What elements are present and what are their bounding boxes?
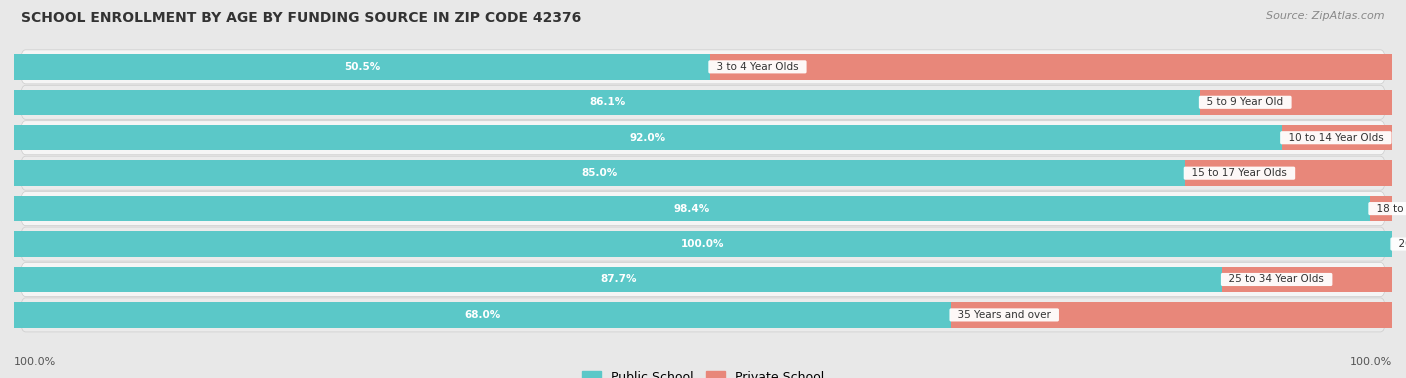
Text: 87.7%: 87.7% bbox=[600, 274, 637, 285]
Text: 92.0%: 92.0% bbox=[630, 133, 666, 143]
Bar bbox=[14, 231, 1392, 257]
Text: 20 to 24 Year Olds: 20 to 24 Year Olds bbox=[1392, 239, 1406, 249]
Text: 15 to 17 Year Olds: 15 to 17 Year Olds bbox=[1185, 168, 1294, 178]
Text: 25 to 34 Year Olds: 25 to 34 Year Olds bbox=[1222, 274, 1331, 285]
FancyBboxPatch shape bbox=[21, 192, 1385, 226]
Bar bbox=[1282, 125, 1392, 150]
Text: 98.4%: 98.4% bbox=[673, 204, 710, 214]
Bar bbox=[14, 302, 950, 328]
Text: 5 to 9 Year Old: 5 to 9 Year Old bbox=[1201, 97, 1291, 107]
Text: 35 Years and over: 35 Years and over bbox=[950, 310, 1057, 320]
Text: Source: ZipAtlas.com: Source: ZipAtlas.com bbox=[1267, 11, 1385, 21]
FancyBboxPatch shape bbox=[21, 298, 1385, 332]
Bar bbox=[14, 196, 1369, 222]
FancyBboxPatch shape bbox=[21, 262, 1385, 296]
Bar bbox=[14, 160, 1185, 186]
Bar bbox=[14, 54, 710, 80]
Bar bbox=[1185, 160, 1392, 186]
Text: 10 to 14 Year Olds: 10 to 14 Year Olds bbox=[1282, 133, 1391, 143]
Text: 3 to 4 Year Olds: 3 to 4 Year Olds bbox=[710, 62, 806, 72]
Text: 100.0%: 100.0% bbox=[1350, 358, 1392, 367]
FancyBboxPatch shape bbox=[21, 50, 1385, 84]
FancyBboxPatch shape bbox=[21, 85, 1385, 119]
Legend: Public School, Private School: Public School, Private School bbox=[576, 366, 830, 378]
FancyBboxPatch shape bbox=[21, 156, 1385, 190]
Bar bbox=[1222, 267, 1393, 292]
Text: 18 to 19 Year Olds: 18 to 19 Year Olds bbox=[1369, 204, 1406, 214]
Text: 85.0%: 85.0% bbox=[582, 168, 617, 178]
Bar bbox=[950, 302, 1392, 328]
Text: 100.0%: 100.0% bbox=[14, 358, 56, 367]
Bar bbox=[14, 125, 1282, 150]
Text: 68.0%: 68.0% bbox=[464, 310, 501, 320]
Bar bbox=[14, 267, 1222, 292]
FancyBboxPatch shape bbox=[21, 121, 1385, 155]
Bar bbox=[710, 54, 1392, 80]
Text: 100.0%: 100.0% bbox=[682, 239, 724, 249]
Text: 50.5%: 50.5% bbox=[344, 62, 380, 72]
FancyBboxPatch shape bbox=[21, 227, 1385, 261]
Bar bbox=[1369, 196, 1392, 222]
Text: SCHOOL ENROLLMENT BY AGE BY FUNDING SOURCE IN ZIP CODE 42376: SCHOOL ENROLLMENT BY AGE BY FUNDING SOUR… bbox=[21, 11, 581, 25]
Text: 86.1%: 86.1% bbox=[589, 97, 626, 107]
Bar bbox=[14, 90, 1201, 115]
Bar bbox=[1201, 90, 1392, 115]
